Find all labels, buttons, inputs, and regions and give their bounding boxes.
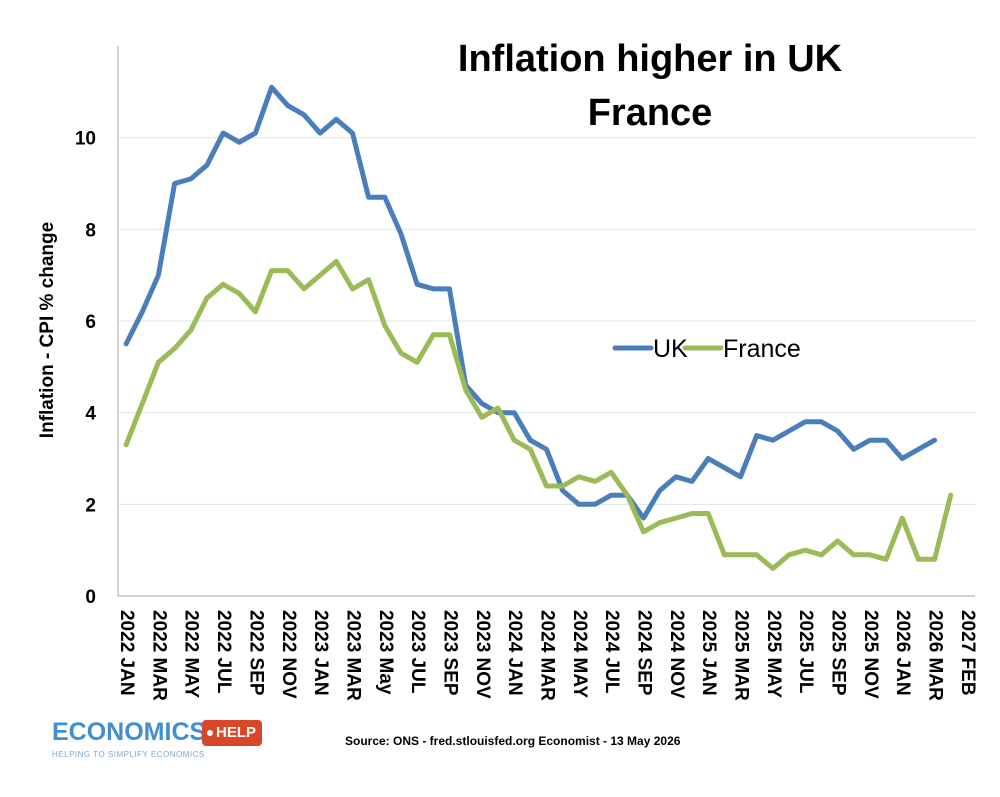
chart-title-line1: Inflation higher in UK xyxy=(457,38,843,80)
series-line-france xyxy=(123,258,954,571)
axes xyxy=(117,46,975,597)
x-tick-label: 2022 SEP xyxy=(245,610,266,696)
x-tick-label: 2022 JAN xyxy=(116,610,137,696)
x-tick-label: 2024 MAR xyxy=(536,610,557,701)
x-tick-label: 2026 JAN xyxy=(892,610,913,696)
x-tick-label: 2024 MAY xyxy=(569,610,590,698)
y-tick-label: 4 xyxy=(85,404,96,425)
gridlines xyxy=(118,137,975,505)
logo-badge: HELP xyxy=(202,720,263,746)
y-tick-label: 10 xyxy=(75,129,96,150)
chart-title-line2: France xyxy=(587,92,713,134)
x-tick-label: 2025 JUL xyxy=(795,610,816,694)
x-tick-label: 2023 MAR xyxy=(342,610,363,701)
x-tick-label: 2024 JUL xyxy=(601,610,622,694)
x-tick-label: 2025 MAR xyxy=(731,610,752,701)
series-line-uk xyxy=(123,84,938,521)
x-tick-label: 2024 JAN xyxy=(504,610,525,696)
logo-tagline: HELPING TO SIMPLIFY ECONOMICS xyxy=(52,750,205,759)
x-tick-label: 2023 JUL xyxy=(407,610,428,694)
source-note: Source: ONS - fred.stlouisfed.org Econom… xyxy=(345,734,681,748)
x-tick-label: 2024 NOV xyxy=(666,610,687,699)
x-tick-label: 2022 NOV xyxy=(278,610,299,699)
economics-help-logo[interactable]: ECONOMICS HELP HELPING TO SIMPLIFY ECONO… xyxy=(52,718,263,764)
y-axis-label: Inflation - CPI % change xyxy=(37,221,58,439)
y-tick-label: 0 xyxy=(85,587,96,608)
tick-labels: 0 2 4 6 8 10 2022 JAN 2022 MAR 2022 MAY 2022 JUL 2… xyxy=(75,129,978,701)
x-tick-label: 2027 FEB xyxy=(957,610,978,696)
x-tick-label: 2022 MAY xyxy=(181,610,202,698)
x-tick-label: 2023 May xyxy=(375,610,396,695)
x-tick-label: 2022 MAR xyxy=(148,610,169,701)
logo-wordmark: ECONOMICS xyxy=(52,718,207,746)
series-lines xyxy=(123,84,954,571)
x-tick-label: 2023 NOV xyxy=(472,610,493,699)
legend-label-france: France xyxy=(723,335,801,363)
x-tick-label: 2025 JAN xyxy=(698,610,719,696)
x-tick-label: 2025 NOV xyxy=(860,610,881,699)
y-tick-label: 2 xyxy=(85,495,96,516)
x-tick-label: 2023 SEP xyxy=(439,610,460,696)
x-tick-label: 2026 MAR xyxy=(925,610,946,701)
x-tick-label: 2025 SEP xyxy=(828,610,849,696)
x-tick-label: 2022 JUL xyxy=(213,610,234,694)
x-tick-label: 2023 JAN xyxy=(310,610,331,696)
legend-label-uk: UK xyxy=(653,335,688,363)
legend: UK France xyxy=(612,335,801,363)
y-tick-label: 6 xyxy=(85,312,96,333)
y-tick-label: 8 xyxy=(85,220,96,241)
x-tick-label: 2025 MAY xyxy=(763,610,784,698)
x-tick-label: 2024 SEP xyxy=(634,610,655,696)
